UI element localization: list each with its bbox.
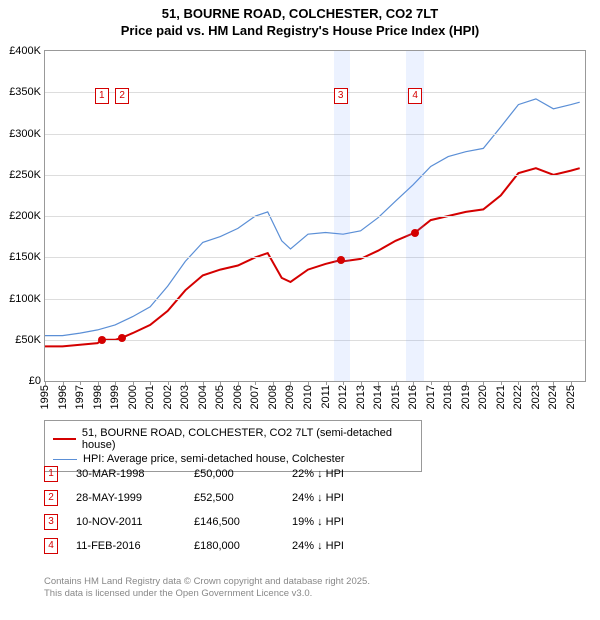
transactions-table: 1 30-MAR-1998 £50,000 22% ↓ HPI 2 28-MAY-1999… bbox=[44, 462, 382, 558]
x-axis-label: 2006 bbox=[232, 385, 244, 409]
x-axis-label: 2013 bbox=[355, 385, 367, 409]
sale-marker: 1 bbox=[95, 88, 109, 104]
sale-point bbox=[337, 256, 345, 264]
gridline bbox=[45, 299, 585, 300]
x-axis-label: 1995 bbox=[39, 385, 51, 409]
legend-label: 51, BOURNE ROAD, COLCHESTER, CO2 7LT (se… bbox=[82, 427, 413, 451]
x-axis-label: 2002 bbox=[162, 385, 174, 409]
transaction-marker: 3 bbox=[44, 514, 58, 530]
sale-point bbox=[411, 229, 419, 237]
title-line-1: 51, BOURNE ROAD, COLCHESTER, CO2 7LT bbox=[0, 6, 600, 23]
x-axis-label: 2025 bbox=[565, 385, 577, 409]
legend-item: 51, BOURNE ROAD, COLCHESTER, CO2 7LT (se… bbox=[53, 426, 413, 452]
x-axis-label: 2005 bbox=[214, 385, 226, 409]
x-axis-label: 2018 bbox=[442, 385, 454, 409]
sale-marker: 4 bbox=[408, 88, 422, 104]
chart-title: 51, BOURNE ROAD, COLCHESTER, CO2 7LT Pri… bbox=[0, 0, 600, 40]
y-axis-label: £250K bbox=[9, 169, 41, 181]
sale-point bbox=[118, 334, 126, 342]
x-axis-label: 2012 bbox=[337, 385, 349, 409]
transaction-delta: 24% ↓ HPI bbox=[292, 492, 382, 504]
y-axis-label: £350K bbox=[9, 86, 41, 98]
y-axis-label: £150K bbox=[9, 251, 41, 263]
transaction-marker: 1 bbox=[44, 466, 58, 482]
x-axis-label: 1996 bbox=[57, 385, 69, 409]
x-axis-label: 1999 bbox=[109, 385, 121, 409]
x-axis-label: 2017 bbox=[425, 385, 437, 409]
footnote-line-2: This data is licensed under the Open Gov… bbox=[44, 588, 370, 600]
transaction-row: 4 11-FEB-2016 £180,000 24% ↓ HPI bbox=[44, 534, 382, 558]
gridline bbox=[45, 340, 585, 341]
transaction-row: 2 28-MAY-1999 £52,500 24% ↓ HPI bbox=[44, 486, 382, 510]
x-axis-label: 2021 bbox=[495, 385, 507, 409]
y-axis-label: £100K bbox=[9, 293, 41, 305]
transaction-price: £52,500 bbox=[194, 492, 274, 504]
transaction-delta: 22% ↓ HPI bbox=[292, 468, 382, 480]
x-axis-label: 2014 bbox=[372, 385, 384, 409]
transaction-date: 10-NOV-2011 bbox=[76, 516, 176, 528]
gridline bbox=[45, 134, 585, 135]
x-axis-label: 2024 bbox=[547, 385, 559, 409]
title-line-2: Price paid vs. HM Land Registry's House … bbox=[0, 23, 600, 40]
sale-point bbox=[98, 336, 106, 344]
x-axis-label: 2011 bbox=[320, 385, 332, 409]
transaction-delta: 19% ↓ HPI bbox=[292, 516, 382, 528]
legend-swatch bbox=[53, 459, 77, 460]
x-axis-label: 2023 bbox=[530, 385, 542, 409]
transaction-row: 3 10-NOV-2011 £146,500 19% ↓ HPI bbox=[44, 510, 382, 534]
x-axis-label: 2010 bbox=[302, 385, 314, 409]
x-axis-label: 1997 bbox=[74, 385, 86, 409]
gridline bbox=[45, 175, 585, 176]
x-axis-label: 2007 bbox=[249, 385, 261, 409]
footnote: Contains HM Land Registry data © Crown c… bbox=[44, 576, 370, 601]
x-axis-label: 2020 bbox=[477, 385, 489, 409]
x-axis-label: 2008 bbox=[267, 385, 279, 409]
chart-container: 51, BOURNE ROAD, COLCHESTER, CO2 7LT Pri… bbox=[0, 0, 600, 620]
transaction-row: 1 30-MAR-1998 £50,000 22% ↓ HPI bbox=[44, 462, 382, 486]
legend-swatch bbox=[53, 438, 76, 440]
x-axis-label: 2022 bbox=[512, 385, 524, 409]
transaction-marker: 2 bbox=[44, 490, 58, 506]
gridline bbox=[45, 257, 585, 258]
transaction-date: 11-FEB-2016 bbox=[76, 540, 176, 552]
x-axis-label: 2016 bbox=[407, 385, 419, 409]
transaction-price: £50,000 bbox=[194, 468, 274, 480]
x-axis-label: 2001 bbox=[144, 385, 156, 409]
transaction-delta: 24% ↓ HPI bbox=[292, 540, 382, 552]
plot-area: £0£50K£100K£150K£200K£250K£300K£350K£400… bbox=[44, 50, 586, 382]
x-axis-label: 1998 bbox=[92, 385, 104, 409]
x-axis-label: 2009 bbox=[284, 385, 296, 409]
y-axis-label: £300K bbox=[9, 128, 41, 140]
x-axis-label: 2003 bbox=[179, 385, 191, 409]
y-axis-label: £50K bbox=[15, 334, 41, 346]
transaction-date: 28-MAY-1999 bbox=[76, 492, 176, 504]
sale-marker: 3 bbox=[334, 88, 348, 104]
x-axis-label: 2015 bbox=[390, 385, 402, 409]
x-axis-label: 2000 bbox=[127, 385, 139, 409]
x-axis-label: 2004 bbox=[197, 385, 209, 409]
footnote-line-1: Contains HM Land Registry data © Crown c… bbox=[44, 576, 370, 588]
sale-marker: 2 bbox=[115, 88, 129, 104]
transaction-price: £146,500 bbox=[194, 516, 274, 528]
transaction-marker: 4 bbox=[44, 538, 58, 554]
y-axis-label: £400K bbox=[9, 45, 41, 57]
transaction-date: 30-MAR-1998 bbox=[76, 468, 176, 480]
x-axis-label: 2019 bbox=[460, 385, 472, 409]
gridline bbox=[45, 216, 585, 217]
y-axis-label: £200K bbox=[9, 210, 41, 222]
transaction-price: £180,000 bbox=[194, 540, 274, 552]
